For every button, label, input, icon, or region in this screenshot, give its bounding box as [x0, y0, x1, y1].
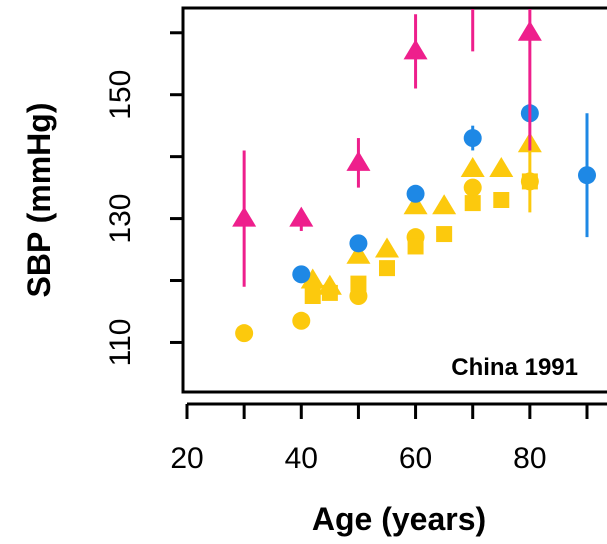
data-point-square: [521, 173, 538, 190]
data-point-square: [464, 195, 481, 212]
data-point-triangle: [300, 268, 325, 289]
data-point-triangle: [346, 243, 371, 264]
data-point-circle: [578, 166, 596, 185]
x-tick-label: 40: [285, 442, 318, 475]
data-point-triangle: [432, 194, 457, 215]
data-point-circle: [235, 324, 254, 343]
data-point-square: [304, 288, 321, 304]
data-point-triangle: [346, 150, 371, 171]
data-point-triangle: [375, 237, 399, 258]
x-axis-title: Age (years): [312, 501, 486, 537]
data-point-triangle: [461, 0, 485, 4]
data-point-triangle: [460, 157, 485, 178]
data-point-triangle: [232, 206, 257, 227]
data-point-square: [407, 238, 424, 255]
data-point-circle: [349, 234, 368, 253]
data-point-square: [379, 260, 395, 277]
y-axis: 110 130 150: [104, 31, 183, 367]
data-point-circle: [406, 184, 425, 203]
annotation-label: China 1991: [451, 354, 578, 381]
data-point-triangle: [517, 20, 542, 41]
y-tick-label: 130: [104, 194, 137, 244]
data-point-triangle: [403, 39, 428, 60]
x-tick-label: 20: [170, 442, 203, 475]
y-axis-title: SBP (mmHg): [21, 103, 57, 298]
data-point-square: [436, 226, 453, 243]
data-point-square: [321, 284, 338, 301]
data-point-triangle: [489, 157, 514, 178]
plot-frame: [181, 6, 607, 394]
y-tick-label: 110: [104, 319, 137, 367]
x-tick-label: 60: [399, 442, 432, 475]
data-point-circle: [463, 129, 482, 148]
data-point-circle: [463, 178, 482, 197]
plot-marks: [232, 0, 596, 343]
data-point-triangle: [403, 194, 428, 215]
data-point-square: [493, 192, 510, 208]
data-point-triangle: [289, 206, 314, 227]
data-point-circle: [292, 311, 311, 330]
x-axis: 20 40 60 80: [170, 402, 607, 475]
x-tick-label: 80: [513, 442, 546, 475]
data-point-circle: [292, 265, 311, 284]
y-tick-label: 150: [104, 70, 137, 120]
data-point-square: [350, 275, 367, 292]
